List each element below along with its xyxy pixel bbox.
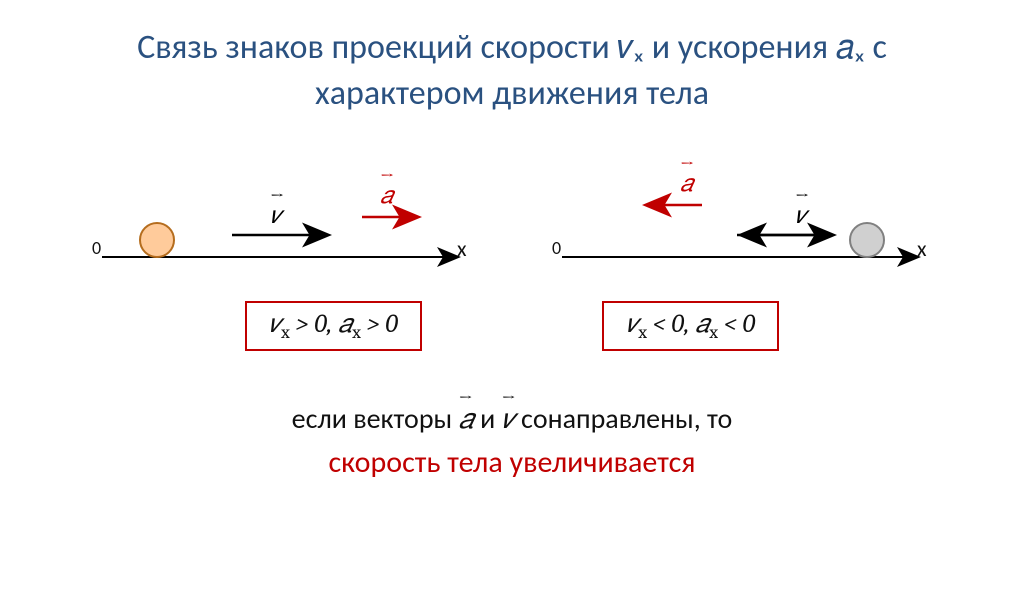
formula-row: 𝑣x > 0, 𝑎x > 0 𝑣x < 0, 𝑎x < 0 [0,301,1024,351]
vec-v-inline: 𝑣 [502,403,515,436]
acceleration-label: 𝑎 [380,181,393,209]
ball-left [140,223,174,257]
line1-mid: и [474,401,502,436]
formula-right-text: 𝑣x < 0, 𝑎x < 0 [626,309,755,339]
line1-pre: если векторы [292,401,459,436]
axis-end-label: x [917,235,927,262]
line1-post: сонаправлены, то [515,401,733,436]
vec-a-inline: 𝑎 [459,403,474,436]
conclusion-line2: скорость тела увеличивается [0,444,1024,481]
diagram-row: 0 x 𝑣 𝑎 [0,157,1024,297]
axis-origin-label: 0 [92,237,101,259]
diagram-right-overlay [552,157,932,297]
formula-left-text: 𝑣x > 0, 𝑎x > 0 [269,309,398,339]
formula-box-right: 𝑣x < 0, 𝑎x < 0 [602,301,779,351]
slide-title: Связь знаков проекций скорости 𝑣ₓ и уско… [62,25,962,117]
diagram-left: 0 x 𝑣 𝑎 [92,157,472,297]
axis-end-label: x [457,235,467,262]
diagram-right: 0 x 𝑣 𝑎 [552,157,932,297]
conclusion: если векторы 𝑎 и 𝑣 сонаправлены, то скор… [0,401,1024,481]
axis-origin-label: 0 [552,237,561,259]
velocity-label: 𝑣 [270,201,281,229]
diagram-left-svg [92,157,472,297]
acceleration-label: 𝑎 [680,169,693,197]
velocity-label: 𝑣 [795,201,806,229]
formula-box-left: 𝑣x > 0, 𝑎x > 0 [245,301,422,351]
conclusion-line1: если векторы 𝑎 и 𝑣 сонаправлены, то [0,401,1024,436]
